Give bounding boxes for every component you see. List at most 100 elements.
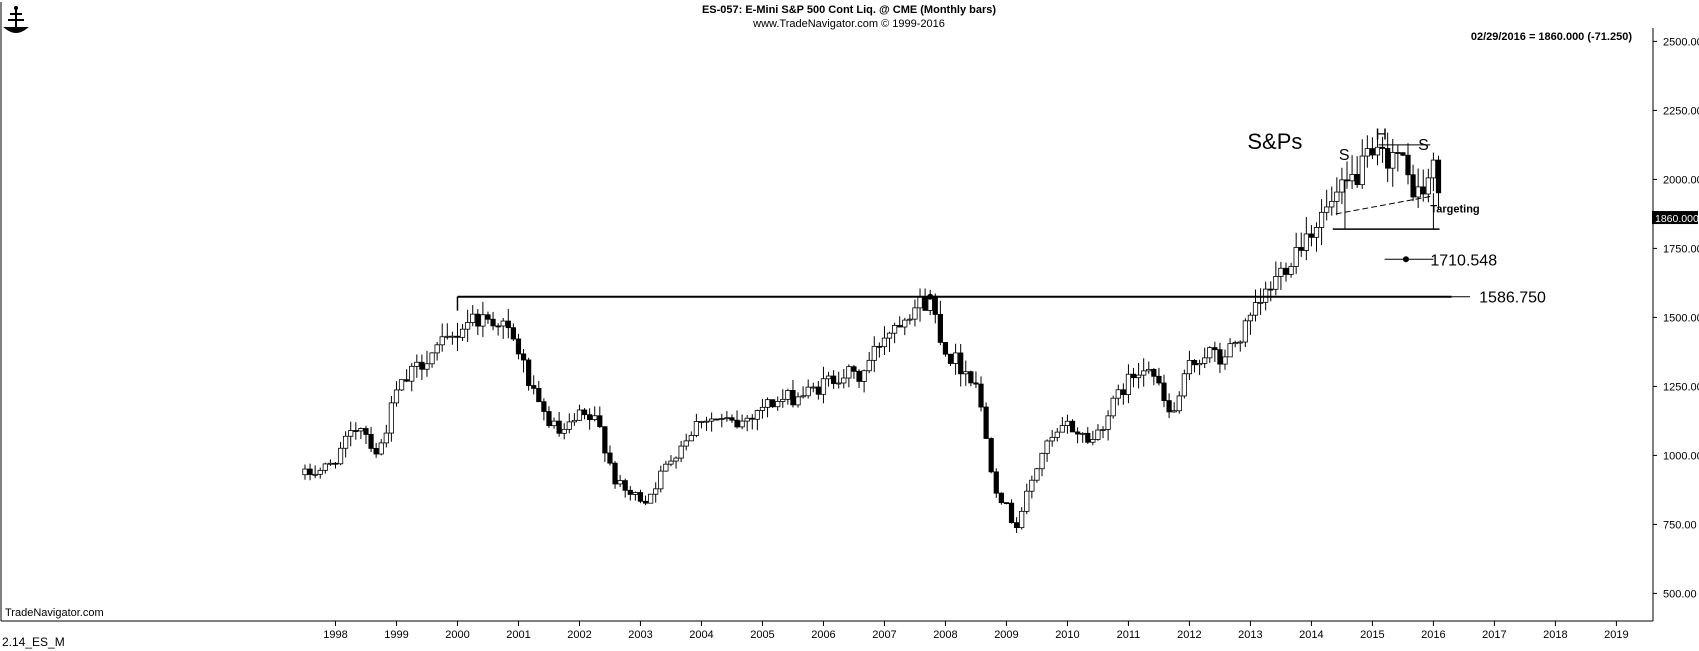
candle-body xyxy=(480,314,486,327)
candle-body xyxy=(881,337,888,348)
candle-body xyxy=(983,406,989,439)
candle-body xyxy=(988,438,994,473)
candle-body xyxy=(1202,357,1208,364)
x-tick-label: 2005 xyxy=(750,629,774,641)
candle-body xyxy=(663,463,669,472)
candle-body xyxy=(637,492,644,502)
candle-body xyxy=(846,366,852,379)
x-tick-label: 2000 xyxy=(445,629,469,641)
x-tick-label: 2013 xyxy=(1238,629,1262,641)
x-tick-label: 2011 xyxy=(1117,629,1141,641)
candle-body xyxy=(1085,432,1091,443)
candle-body xyxy=(866,359,872,372)
candle-body xyxy=(526,359,532,386)
candle-body xyxy=(434,344,440,354)
candle-body xyxy=(831,375,837,384)
candle-body xyxy=(378,442,384,455)
candle-body xyxy=(734,419,740,428)
candle-body xyxy=(515,338,522,355)
candle-body xyxy=(1324,206,1330,213)
candle-body xyxy=(770,399,776,408)
candle-body xyxy=(1044,440,1050,454)
candle-body xyxy=(1217,349,1223,365)
candle-body xyxy=(1151,368,1157,377)
candle-body xyxy=(729,417,735,421)
candle-body xyxy=(302,468,308,476)
candle-body xyxy=(1298,247,1304,251)
candle-body xyxy=(383,432,389,444)
x-tick-label: 2016 xyxy=(1421,629,1445,641)
candle-body xyxy=(902,319,908,328)
current-price-value: 1860.000 xyxy=(1655,213,1699,225)
candle-body xyxy=(897,325,903,328)
y-tick-label: 750.00 xyxy=(1663,519,1697,531)
candle-body xyxy=(1003,502,1010,505)
candle-body xyxy=(1034,468,1040,481)
candle-body xyxy=(1075,431,1081,435)
candle-body xyxy=(1064,420,1071,426)
candle-body xyxy=(1049,436,1055,442)
candle-body xyxy=(566,421,572,430)
candle-body xyxy=(1400,152,1406,156)
candle-body xyxy=(1029,479,1035,492)
candle-body xyxy=(1135,374,1142,379)
candle-body xyxy=(388,402,394,434)
targeting-label: Targeting xyxy=(1430,204,1479,216)
x-tick-label: 2001 xyxy=(506,629,530,641)
candle-body xyxy=(444,335,450,338)
x-tick-label: 2008 xyxy=(933,629,957,641)
candle-body xyxy=(592,415,598,420)
candle-body xyxy=(912,307,918,320)
x-tick-label: 2018 xyxy=(1543,629,1567,641)
candle-body xyxy=(795,396,801,406)
candle-body xyxy=(719,418,725,420)
y-tick-label: 500.00 xyxy=(1663,588,1697,600)
candle-body xyxy=(393,389,400,404)
candle-body xyxy=(1227,343,1233,358)
candle-body xyxy=(612,462,618,485)
candle-body xyxy=(785,390,791,400)
candle-body xyxy=(1181,373,1187,397)
candle-body xyxy=(1369,148,1376,156)
candle-body xyxy=(459,328,466,338)
candle-body xyxy=(622,480,628,491)
candle-body xyxy=(1339,179,1345,193)
candle-body xyxy=(1110,397,1116,417)
x-axis: 1998 1999 2000 2001 2002 2003 2004 2005 2006 2007… xyxy=(323,621,1629,641)
candle-body xyxy=(780,398,786,402)
candle-body xyxy=(754,410,760,420)
candle-body xyxy=(632,492,638,495)
candle-body xyxy=(536,387,542,403)
candle-body xyxy=(1171,410,1177,413)
candle-body xyxy=(1257,301,1264,304)
candle-body xyxy=(648,493,654,504)
x-tick-label: 2004 xyxy=(689,629,713,641)
candle-body xyxy=(1415,186,1421,198)
candle-body xyxy=(968,371,974,384)
candle-body xyxy=(1247,314,1254,322)
level-1710-marker xyxy=(1402,256,1409,263)
candle-body xyxy=(937,314,943,343)
candle-body xyxy=(678,445,684,459)
candle-body xyxy=(1115,389,1121,399)
candle-body xyxy=(317,469,323,475)
candle-body xyxy=(449,335,455,338)
candle-body xyxy=(576,409,583,421)
candle-body xyxy=(617,480,623,485)
candle-body xyxy=(322,463,328,471)
candle-body xyxy=(805,386,811,397)
candle-body xyxy=(1207,347,1213,359)
last-bar-info: 02/29/2016 = 1860.000 (-71.250) xyxy=(1471,31,1632,43)
candle-body xyxy=(963,371,969,375)
x-tick-label: 2009 xyxy=(994,629,1018,641)
dashed-trendline xyxy=(1335,195,1434,215)
candle-body xyxy=(673,457,679,462)
candles xyxy=(302,132,1442,534)
candle-body xyxy=(1008,502,1015,524)
candle-body xyxy=(327,462,333,465)
candle-body xyxy=(1191,359,1198,366)
candle-body xyxy=(363,428,369,435)
candle-body xyxy=(1156,375,1162,384)
candle-body xyxy=(932,295,938,315)
